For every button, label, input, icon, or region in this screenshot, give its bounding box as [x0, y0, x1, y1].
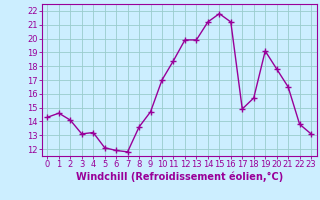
- X-axis label: Windchill (Refroidissement éolien,°C): Windchill (Refroidissement éolien,°C): [76, 172, 283, 182]
